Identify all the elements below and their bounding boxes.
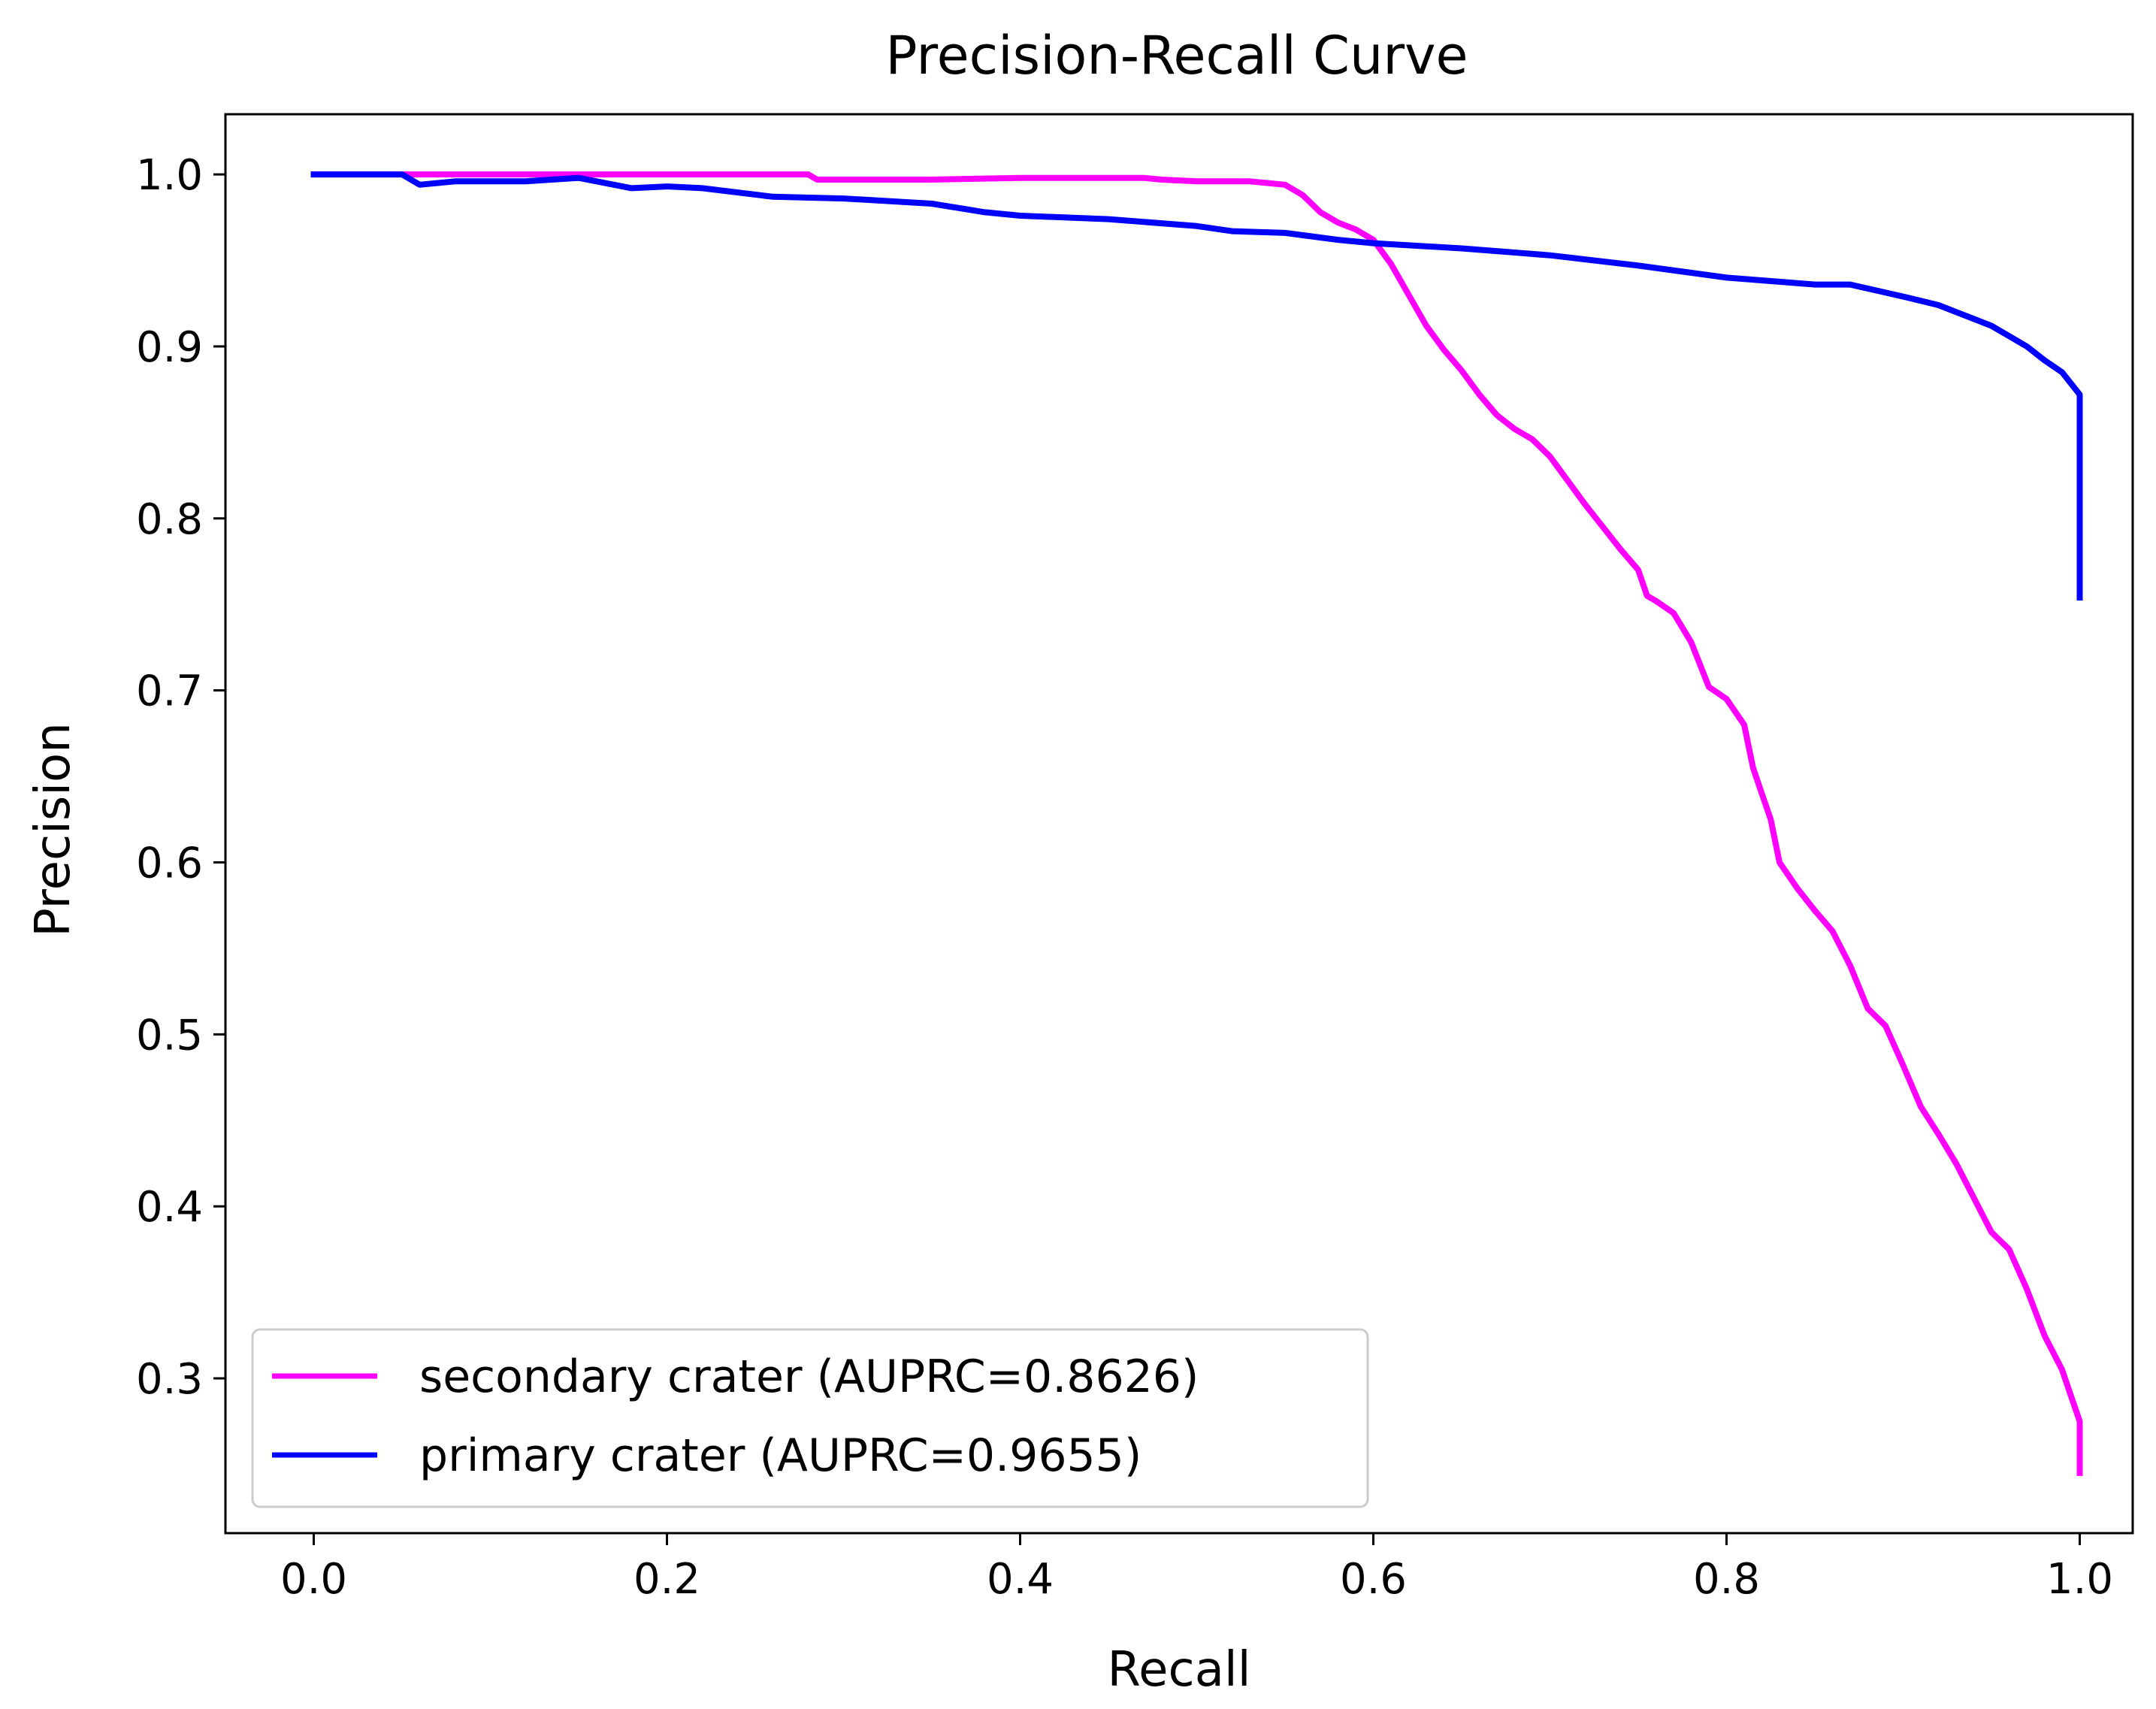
legend-label-primary-crater: primary crater (AUPRC=0.9655) — [419, 1429, 1142, 1482]
y-tick-label: 0.9 — [136, 323, 203, 372]
secondary-crater-line — [310, 171, 2083, 1476]
y-tick-label: 1.0 — [136, 151, 203, 200]
y-tick-label: 0.6 — [136, 839, 203, 888]
x-tick-label: 0.8 — [1693, 1555, 1760, 1604]
chart-title: Precision-Recall Curve — [885, 25, 1468, 86]
y-tick-label: 0.5 — [136, 1011, 203, 1060]
plot-frame — [224, 113, 2134, 1535]
x-tick-label: 0.6 — [1340, 1555, 1407, 1604]
y-tick-label: 0.3 — [136, 1355, 203, 1404]
x-tick-label: 0.2 — [633, 1555, 700, 1604]
plot-area-background — [225, 114, 2133, 1533]
y-tick-label: 0.4 — [136, 1183, 203, 1232]
y-axis-label: Precision — [26, 722, 81, 937]
x-axis-label: Recall — [1108, 1642, 1251, 1698]
x-tick-label: 1.0 — [2046, 1555, 2113, 1604]
y-tick-label: 0.7 — [136, 667, 203, 716]
primary-crater-line — [310, 171, 2083, 601]
legend-label-secondary-crater: secondary crater (AUPRC=0.8626) — [419, 1351, 1199, 1403]
legend: secondary crater (AUPRC=0.8626) primary … — [251, 1328, 1369, 1508]
x-tick-label: 0.4 — [987, 1555, 1054, 1604]
legend-box — [251, 1328, 1369, 1508]
y-tick-label: 0.8 — [136, 495, 203, 544]
x-tick-label: 0.0 — [280, 1555, 347, 1604]
